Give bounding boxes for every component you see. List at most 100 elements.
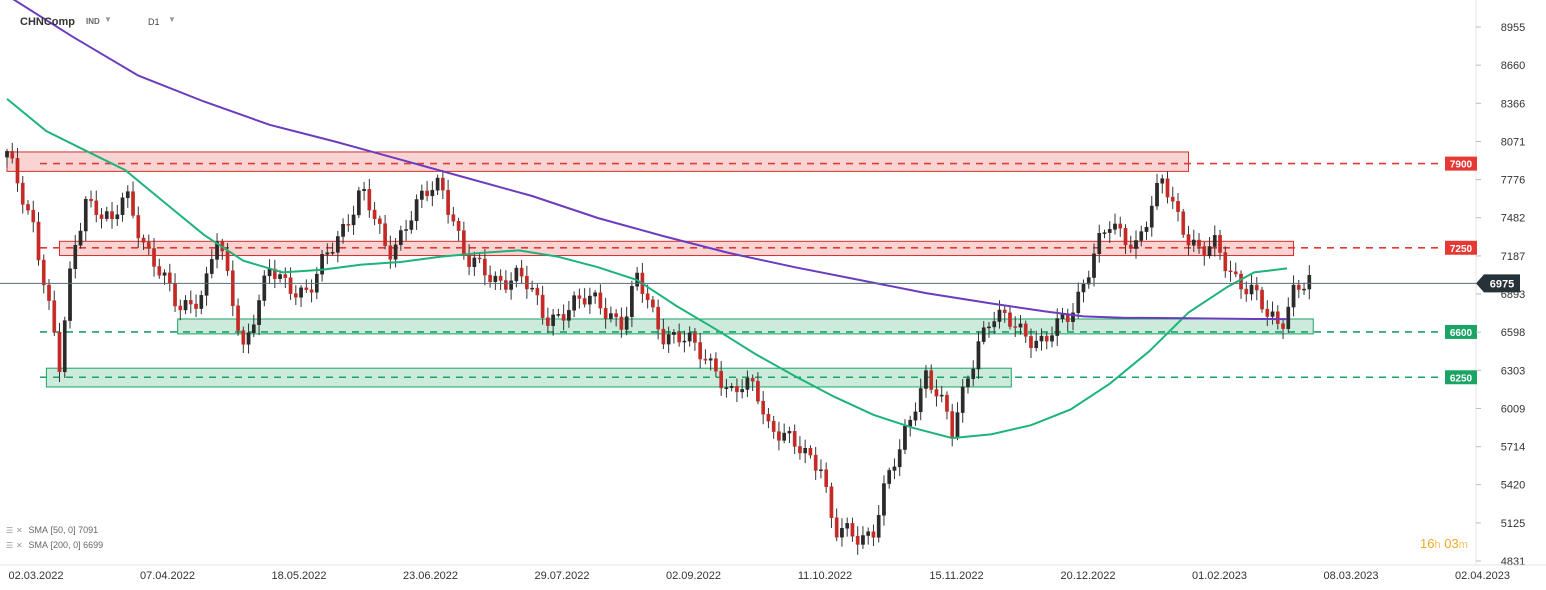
- candle-body: [1008, 312, 1012, 327]
- candle-body: [246, 332, 251, 345]
- candle-body: [173, 283, 177, 307]
- chart-toolbar: CHNComp IND ▼ D1 ▼: [0, 0, 400, 40]
- chevron-down-icon[interactable]: ▼: [168, 15, 176, 24]
- candle-body: [1034, 340, 1039, 349]
- candle-body: [792, 431, 797, 447]
- level-label: 6250: [1450, 373, 1473, 384]
- candle-body: [598, 292, 603, 309]
- timer-minutes: 03: [1444, 536, 1459, 551]
- indicator-sma200[interactable]: ☰ ✕ SMA [200, 0] 6699: [6, 539, 103, 551]
- candle-body: [1023, 323, 1028, 337]
- candle-body: [808, 448, 813, 456]
- candle-body: [824, 469, 829, 487]
- candle-body: [708, 358, 713, 361]
- candle-body: [850, 523, 855, 537]
- candle-body: [31, 209, 36, 223]
- candle-body: [1302, 288, 1306, 291]
- candle-body: [551, 314, 555, 326]
- candle-body: [1139, 231, 1144, 241]
- candle-body: [1128, 244, 1133, 249]
- candle-body: [924, 370, 928, 389]
- indicator-value: 7091: [78, 525, 99, 535]
- candle-body: [777, 431, 781, 441]
- candle-body: [1191, 239, 1196, 246]
- candle-body: [1197, 239, 1201, 247]
- level-label-bg: [1445, 370, 1477, 385]
- candle-body: [556, 314, 561, 316]
- list-icon[interactable]: ☰: [6, 541, 14, 550]
- chevron-down-icon[interactable]: ▼: [104, 15, 112, 24]
- candle-body: [992, 321, 997, 328]
- candle-body: [698, 342, 703, 360]
- list-icon[interactable]: ☰: [6, 526, 14, 535]
- candle-body: [125, 191, 130, 199]
- candle-body: [939, 394, 944, 397]
- close-icon[interactable]: ✕: [16, 526, 23, 535]
- candle-body: [1060, 313, 1065, 319]
- x-tick-label: 18.05.2022: [271, 570, 326, 582]
- candle-body: [803, 448, 808, 454]
- timeframe-selector[interactable]: D1: [148, 17, 160, 27]
- y-tick-label: 7187: [1501, 251, 1525, 263]
- candle-body: [1107, 229, 1112, 233]
- candle-body: [861, 535, 865, 545]
- candle-body: [199, 295, 204, 309]
- candle-body: [162, 272, 167, 276]
- support-zone: [177, 318, 1314, 335]
- price-axis: 8955866083668071777674827187689365986303…: [1476, 22, 1525, 568]
- candle-body: [1254, 284, 1259, 291]
- candle-body: [194, 303, 198, 309]
- candle-body: [719, 370, 724, 389]
- candle-body: [771, 420, 776, 432]
- level-label-bg: [1445, 240, 1477, 255]
- candle-body: [209, 259, 214, 274]
- level-label: 7250: [1450, 244, 1473, 255]
- candle-body: [582, 298, 587, 305]
- candle-body: [68, 268, 72, 321]
- indicator-params: [200, 0]: [50, 540, 81, 550]
- candle-body: [1202, 246, 1207, 257]
- candle-body: [278, 274, 282, 279]
- candle-body: [47, 284, 51, 301]
- candle-body: [372, 209, 377, 219]
- indicator-sma50[interactable]: ☰ ✕ SMA [50, 0] 7091: [6, 524, 98, 536]
- candle-body: [1013, 326, 1018, 328]
- close-icon[interactable]: ✕: [16, 541, 23, 550]
- candle-body: [897, 449, 902, 468]
- symbol-label[interactable]: CHNComp: [20, 16, 75, 28]
- candle-body: [346, 224, 351, 226]
- candle-body: [546, 317, 550, 326]
- candle-body: [335, 236, 340, 253]
- candle-body: [393, 244, 398, 260]
- candlestick-series: [5, 142, 1312, 555]
- candle-body: [325, 252, 330, 255]
- candle-body: [887, 470, 892, 484]
- y-tick-label: 6598: [1501, 327, 1525, 339]
- y-tick-label: 7776: [1501, 175, 1525, 187]
- candle-body: [609, 313, 613, 319]
- candle-body: [955, 412, 960, 438]
- x-tick-label: 08.03.2023: [1323, 570, 1378, 582]
- candle-body: [462, 230, 466, 255]
- candle-body: [398, 230, 403, 246]
- candle-body: [1244, 288, 1249, 295]
- timer-minutes-unit: m: [1458, 539, 1468, 551]
- candle-body: [866, 531, 871, 536]
- candle-body: [693, 332, 697, 343]
- candle-body: [829, 486, 834, 518]
- candle-body: [1092, 253, 1096, 278]
- candle-body: [903, 425, 907, 450]
- candle-body: [20, 182, 25, 205]
- candle-body: [1176, 201, 1180, 212]
- indicator-params: [50, 0]: [50, 525, 76, 535]
- candle-body: [1218, 235, 1222, 253]
- candle-body: [1275, 311, 1280, 324]
- candle-body: [472, 257, 477, 267]
- x-tick-label: 11.10.2022: [798, 570, 852, 582]
- candle-body: [1170, 196, 1175, 202]
- candle-body: [456, 221, 461, 231]
- candle-body: [52, 300, 57, 333]
- candle-body: [236, 305, 240, 331]
- candle-body: [1286, 306, 1291, 329]
